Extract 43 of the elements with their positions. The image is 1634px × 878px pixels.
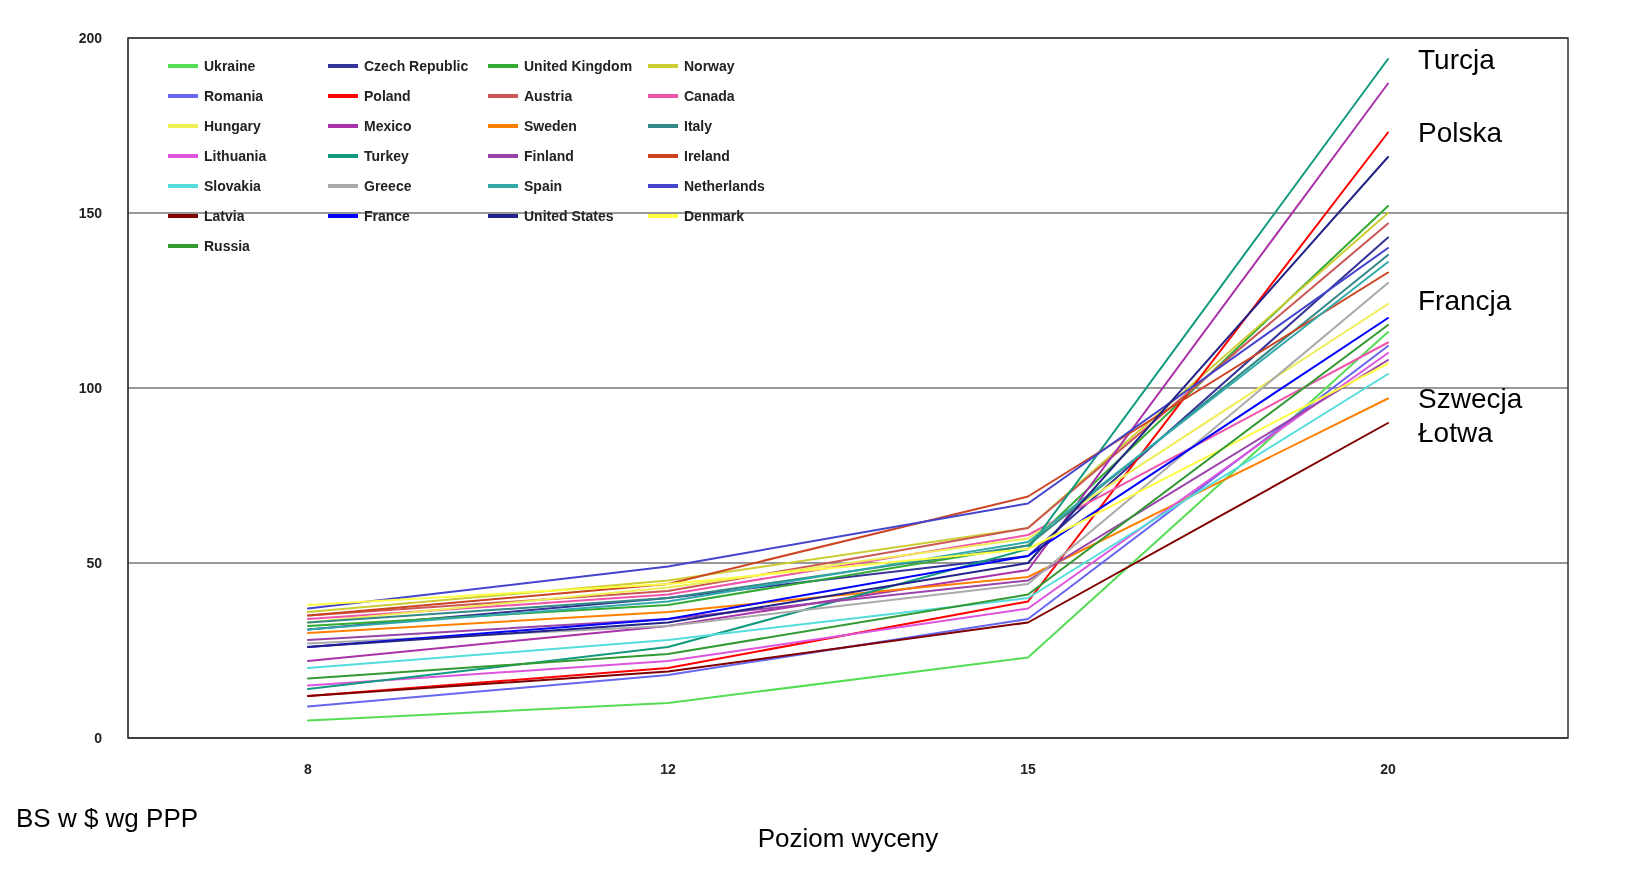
x-tick-label: 15	[1020, 760, 1036, 777]
y-tick-label: 50	[86, 554, 103, 571]
annotation: Szwecja	[1418, 383, 1523, 415]
annotation: Polska	[1418, 117, 1503, 149]
legend-label: Poland	[364, 88, 411, 104]
y-tick-label: 200	[78, 29, 103, 46]
legend-label: Ireland	[684, 148, 730, 164]
legend-label: Italy	[684, 118, 713, 134]
x-tick-label: 20	[1380, 760, 1396, 777]
legend-label: Spain	[524, 178, 563, 194]
legend-label: Netherlands	[684, 178, 765, 194]
legend-label: Greece	[364, 178, 412, 194]
legend-label: Austria	[524, 88, 573, 104]
legend-label: Latvia	[204, 208, 245, 224]
legend-label: Romania	[204, 88, 264, 104]
legend-label: Canada	[684, 88, 735, 104]
y-axis-title: BS w $ wg PPP	[16, 803, 199, 834]
legend-label: Ukraine	[204, 58, 256, 74]
legend-label: Denmark	[684, 208, 744, 224]
annotation: Turcja	[1418, 43, 1496, 75]
legend-label: Czech Republic	[364, 58, 469, 74]
legend-label: United States	[524, 208, 614, 224]
legend-label: Russia	[204, 238, 250, 254]
legend-label: Hungary	[204, 118, 261, 134]
legend-label: United Kingdom	[524, 58, 633, 74]
legend-label: France	[364, 208, 410, 224]
y-tick-label: 0	[94, 729, 103, 746]
legend-label: Slovakia	[204, 178, 261, 194]
line-series	[307, 397, 1389, 634]
legend-label: Mexico	[364, 118, 412, 134]
y-tick-label: 100	[78, 379, 103, 396]
legend-label: Lithuania	[204, 148, 267, 164]
legend-label: Sweden	[524, 118, 577, 134]
annotation: Francja	[1418, 285, 1512, 317]
legend-label: Finland	[524, 148, 574, 164]
x-tick-label: 12	[660, 760, 676, 777]
legend-label: Turkey	[364, 148, 409, 164]
line-series	[307, 422, 1389, 697]
x-tick-label: 8	[304, 760, 313, 777]
x-axis-title: Poziom wyceny	[757, 823, 939, 853]
legend-label: Norway	[684, 58, 735, 74]
y-tick-label: 150	[78, 204, 103, 221]
annotation: Łotwa	[1418, 417, 1494, 449]
